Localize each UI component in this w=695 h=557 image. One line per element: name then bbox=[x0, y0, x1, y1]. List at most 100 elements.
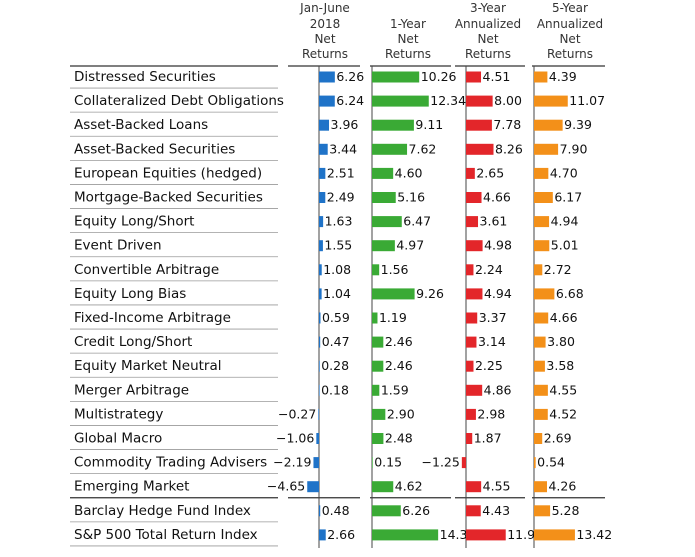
data-label: 1.56 bbox=[381, 262, 409, 277]
row-label: Mortgage-Backed Securities bbox=[74, 190, 263, 206]
data-label: 2.46 bbox=[385, 334, 413, 349]
bar bbox=[372, 95, 429, 107]
data-label: 4.66 bbox=[550, 310, 578, 325]
data-label: 1.04 bbox=[323, 286, 351, 301]
data-label: 5.01 bbox=[551, 238, 579, 253]
bar bbox=[372, 119, 414, 131]
bar bbox=[461, 457, 466, 469]
bar bbox=[534, 336, 546, 348]
data-label: 4.55 bbox=[549, 382, 577, 397]
bar bbox=[372, 192, 396, 203]
bar bbox=[319, 216, 324, 228]
bar bbox=[534, 264, 543, 276]
bar bbox=[372, 312, 378, 324]
data-label: 0.48 bbox=[322, 503, 350, 518]
data-label: 9.26 bbox=[416, 286, 444, 301]
data-label: 1.08 bbox=[323, 262, 351, 277]
row-label: Asset-Backed Securities bbox=[74, 141, 235, 157]
data-label: 4.70 bbox=[550, 165, 578, 180]
data-label: 4.51 bbox=[483, 69, 511, 84]
row-label: Equity Long/Short bbox=[74, 214, 194, 230]
bar bbox=[372, 457, 373, 469]
row-label: Collateralized Debt Obligations bbox=[74, 93, 284, 109]
row-label: S&P 500 Total Return Index bbox=[74, 527, 258, 543]
column-header-4-line-1: 5-Year bbox=[552, 1, 588, 15]
data-label: 2.49 bbox=[327, 190, 355, 205]
bar bbox=[319, 143, 328, 155]
bar bbox=[534, 71, 548, 83]
bar bbox=[319, 240, 323, 252]
row-label: Event Driven bbox=[74, 238, 162, 254]
bar bbox=[319, 167, 326, 179]
bar bbox=[372, 288, 415, 300]
bar bbox=[534, 143, 559, 155]
row-label: Equity Market Neutral bbox=[74, 358, 222, 374]
bar bbox=[372, 433, 384, 444]
bar bbox=[466, 360, 474, 372]
column-header-1-line-1: Jan-June bbox=[299, 1, 350, 15]
bar bbox=[319, 336, 321, 348]
data-label: 8.00 bbox=[494, 93, 522, 108]
data-label: 3.96 bbox=[331, 117, 359, 132]
data-label: 2.25 bbox=[475, 358, 503, 373]
data-label: 2.51 bbox=[327, 165, 355, 180]
data-label: 4.55 bbox=[483, 479, 511, 494]
column-header-1-line-3: Net bbox=[314, 32, 335, 46]
bar bbox=[534, 505, 551, 517]
data-label: 1.19 bbox=[379, 310, 407, 325]
column-header-4-line-4: Returns bbox=[547, 47, 593, 61]
bar bbox=[372, 336, 384, 348]
bar bbox=[534, 408, 548, 420]
data-label: 4.86 bbox=[484, 382, 512, 397]
data-label: 3.14 bbox=[478, 334, 506, 349]
data-label: 1.55 bbox=[324, 238, 352, 253]
row-label: Emerging Market bbox=[74, 479, 189, 495]
bar bbox=[466, 312, 478, 324]
data-label: 6.47 bbox=[403, 214, 431, 229]
data-label: −1.25 bbox=[422, 455, 460, 470]
data-label: 4.97 bbox=[396, 238, 424, 253]
data-label: 6.17 bbox=[554, 190, 582, 205]
bar bbox=[319, 360, 320, 372]
data-label: 2.48 bbox=[385, 431, 413, 446]
data-label: 4.62 bbox=[395, 479, 423, 494]
data-label: 6.26 bbox=[402, 503, 430, 518]
bar bbox=[319, 95, 335, 107]
data-label: 3.80 bbox=[547, 334, 575, 349]
data-label: 3.58 bbox=[546, 358, 574, 373]
bar bbox=[534, 167, 549, 179]
bar bbox=[466, 143, 494, 155]
data-label: 5.28 bbox=[552, 503, 580, 518]
bar bbox=[466, 264, 474, 276]
data-label: 2.72 bbox=[544, 262, 572, 277]
bar bbox=[534, 481, 547, 493]
row-label: Credit Long/Short bbox=[74, 334, 192, 350]
data-label: 3.37 bbox=[479, 310, 507, 325]
column-header-3-line-4: Returns bbox=[465, 47, 511, 61]
data-label: 11.07 bbox=[569, 93, 605, 108]
data-label: 1.59 bbox=[381, 382, 409, 397]
bar bbox=[534, 288, 555, 300]
bar bbox=[372, 505, 401, 517]
data-label: 7.62 bbox=[409, 141, 437, 156]
row-label: Merger Arbitrage bbox=[74, 382, 189, 398]
bar bbox=[466, 119, 492, 131]
row-label: Distressed Securities bbox=[74, 69, 216, 85]
bar bbox=[534, 384, 548, 396]
bar bbox=[372, 167, 394, 179]
bar bbox=[466, 408, 476, 420]
bar bbox=[319, 192, 326, 203]
data-label: 13.42 bbox=[576, 527, 612, 542]
data-label: 9.11 bbox=[415, 117, 443, 132]
column-header-2-line-3: Returns bbox=[385, 47, 431, 61]
bar bbox=[534, 529, 575, 541]
data-label: 2.65 bbox=[476, 165, 504, 180]
bar bbox=[466, 192, 482, 203]
data-label: 2.69 bbox=[544, 431, 572, 446]
column-header-2-line-2: Net bbox=[397, 32, 418, 46]
column-header-3-line-2: Annualized bbox=[455, 17, 521, 31]
row-label: Equity Long Bias bbox=[74, 286, 186, 302]
data-label: 4.43 bbox=[482, 503, 510, 518]
data-label: 6.26 bbox=[336, 69, 364, 84]
bar bbox=[534, 240, 550, 252]
